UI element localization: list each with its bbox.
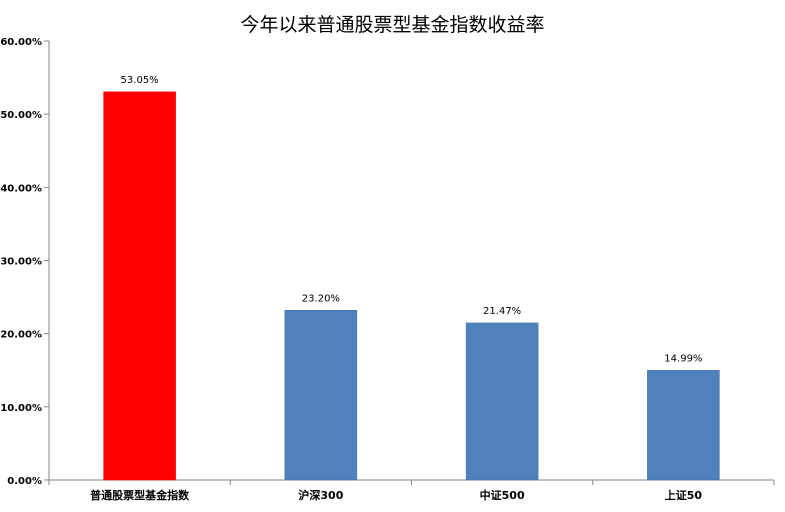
data-label: 21.47% <box>483 306 521 317</box>
bar <box>103 91 176 481</box>
x-tick-label: 中证500 <box>480 488 525 502</box>
labels-layer: 0.00% 10.00% 20.00% 30.00% 40.00% 50.00% 60.00… <box>0 37 702 502</box>
x-tick-label: 沪深300 <box>298 488 343 502</box>
bar <box>284 310 358 481</box>
bars-layer <box>103 91 720 481</box>
data-label: 53.05% <box>121 75 159 86</box>
y-tick-label: 20.00% <box>0 330 42 341</box>
bar <box>465 322 539 481</box>
y-tick-label: 60.00% <box>0 37 42 48</box>
bar <box>647 370 720 481</box>
y-tick-label: 0.00% <box>7 476 42 487</box>
data-label: 14.99% <box>664 353 702 364</box>
data-label: 23.20% <box>302 293 340 304</box>
chart-title: 今年以来普通股票型基金指数收益率 <box>240 14 545 36</box>
x-tick-label: 普通股票型基金指数 <box>90 488 190 502</box>
y-tick-label: 50.00% <box>0 110 42 121</box>
y-tick-label: 40.00% <box>0 183 42 194</box>
x-tick-label: 上证50 <box>665 488 703 502</box>
y-tick-label: 30.00% <box>0 257 42 268</box>
y-tick-label: 10.00% <box>0 403 42 414</box>
